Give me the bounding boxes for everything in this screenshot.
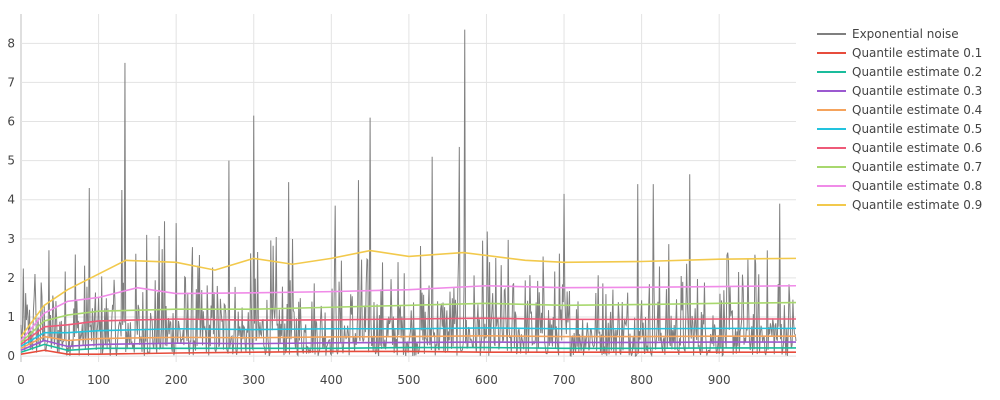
series-quantile-4: [20, 334, 796, 350]
y-tick-label: 7: [7, 75, 15, 89]
series-quantile-2: [20, 343, 796, 353]
legend-label: Quantile estimate 0.2: [852, 65, 982, 79]
x-tick-label: 700: [553, 373, 576, 387]
legend-item[interactable]: Quantile estimate 0.7: [817, 160, 982, 174]
y-tick-label: 6: [7, 115, 15, 129]
legend-label: Quantile estimate 0.9: [852, 198, 982, 212]
legend-label: Quantile estimate 0.3: [852, 84, 982, 98]
x-tick-label: 900: [708, 373, 731, 387]
legend-item[interactable]: Quantile estimate 0.5: [817, 122, 982, 136]
y-tick-label: 4: [7, 193, 15, 207]
legend-label: Quantile estimate 0.6: [852, 141, 982, 155]
legend[interactable]: Exponential noise Quantile estimate 0.1 Qu…: [817, 27, 982, 212]
y-tick-label: 2: [7, 271, 15, 285]
series-layer: [20, 29, 797, 358]
y-tick-label: 1: [7, 310, 15, 324]
legend-label: Quantile estimate 0.7: [852, 160, 982, 174]
y-tick-label: 3: [7, 232, 15, 246]
axes: 0 100 200 300 400 500 600 700 800 900 0 1 2 3 4 5 6 7 8: [7, 36, 730, 387]
legend-item[interactable]: Quantile estimate 0.4: [817, 103, 982, 117]
y-tick-label: 0: [7, 349, 15, 363]
legend-item[interactable]: Quantile estimate 0.9: [817, 198, 982, 212]
y-tick-label: 5: [7, 154, 15, 168]
legend-label: Quantile estimate 0.5: [852, 122, 982, 136]
legend-item[interactable]: Quantile estimate 0.2: [817, 65, 982, 79]
legend-label: Exponential noise: [852, 27, 959, 41]
legend-item[interactable]: Quantile estimate 0.6: [817, 141, 982, 155]
series-quantile-6: [20, 317, 796, 346]
x-tick-label: 300: [242, 373, 265, 387]
x-tick-label: 500: [397, 373, 420, 387]
x-tick-label: 100: [87, 373, 110, 387]
legend-item[interactable]: Quantile estimate 0.3: [817, 84, 982, 98]
series-quantile-3: [20, 339, 796, 352]
x-tick-label: 0: [17, 373, 25, 387]
x-tick-label: 800: [630, 373, 653, 387]
series-quantile-7: [20, 301, 797, 344]
series-quantile-5: [20, 327, 796, 348]
legend-item[interactable]: Quantile estimate 0.1: [817, 46, 982, 60]
legend-label: Quantile estimate 0.4: [852, 103, 982, 117]
legend-label: Quantile estimate 0.8: [852, 179, 982, 193]
legend-label: Quantile estimate 0.1: [852, 46, 982, 60]
series-quantile-1: [20, 349, 796, 355]
x-tick-label: 600: [475, 373, 498, 387]
series-quantile-9: [20, 249, 797, 338]
series-quantile-8: [20, 284, 797, 342]
x-tick-label: 200: [165, 373, 188, 387]
x-tick-label: 400: [320, 373, 343, 387]
legend-item[interactable]: Exponential noise: [817, 27, 959, 41]
legend-item[interactable]: Quantile estimate 0.8: [817, 179, 982, 193]
y-tick-label: 8: [7, 36, 15, 50]
